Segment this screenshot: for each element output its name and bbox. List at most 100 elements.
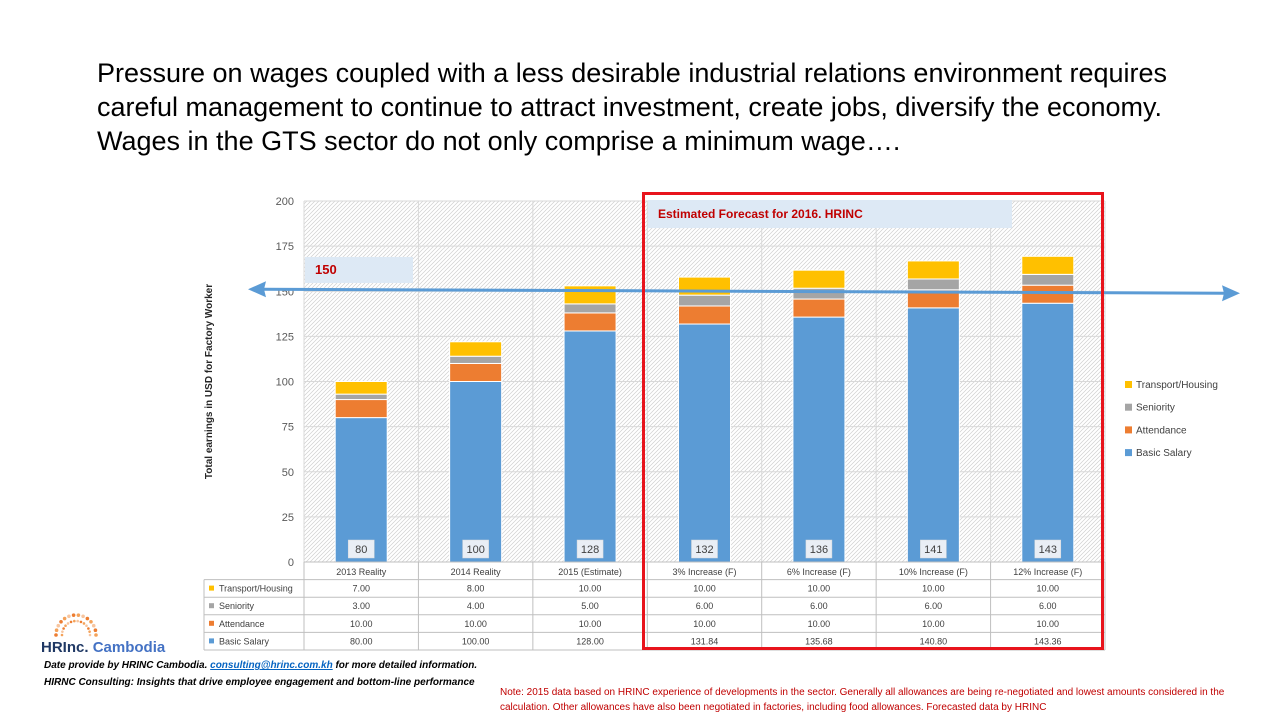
bar-segment <box>449 381 503 563</box>
legend-label: Attendance <box>1136 425 1187 436</box>
email-link[interactable]: consulting@hrinc.com.kh <box>210 660 333 671</box>
x-tick-label: 2015 (Estimate) <box>558 567 622 577</box>
logo-text: HRInc. Cambodia <box>41 639 165 656</box>
x-tick-label: 10% Increase (F) <box>899 567 968 577</box>
forecast-label: Estimated Forecast for 2016. HRINC <box>648 200 1012 228</box>
table-row-header: Seniority <box>219 601 255 611</box>
logo-dot <box>88 630 91 633</box>
table-cell: 8.00 <box>467 584 485 594</box>
page-title: Pressure on wages coupled with a less de… <box>97 58 1168 156</box>
logo-dot <box>60 633 64 637</box>
x-tick-label: 6% Increase (F) <box>787 567 851 577</box>
table-cell: 6.00 <box>925 601 943 611</box>
logo-dot <box>62 616 67 621</box>
data-label: 132 <box>695 544 713 556</box>
y-tick-label: 25 <box>282 512 294 524</box>
bar-segment <box>563 330 617 563</box>
footnote: Note: 2015 data based on HRINC experienc… <box>500 687 1225 713</box>
logo-dot <box>88 633 92 637</box>
logo-dot <box>56 623 61 628</box>
table-cell: 4.00 <box>467 601 485 611</box>
table-cell: 10.00 <box>922 584 945 594</box>
logo-dot <box>73 619 76 623</box>
logo-dot <box>69 620 73 624</box>
bar-segment <box>906 260 960 280</box>
y-tick-label: 50 <box>282 467 294 479</box>
y-tick-label: 175 <box>276 241 294 253</box>
bar-segment <box>334 393 388 401</box>
logo-dot <box>61 630 64 633</box>
table-cell: 131.84 <box>691 636 719 646</box>
x-tick-label: 2014 Reality <box>451 567 502 577</box>
legend-key <box>1125 426 1132 434</box>
logo-dot <box>93 628 98 633</box>
table-cell: 3.00 <box>352 601 370 611</box>
footer-contact: Date provide by HRINC Cambodia. consulti… <box>44 660 477 671</box>
bar-segment <box>1021 255 1075 275</box>
bar-segment <box>678 323 731 563</box>
logo-dot <box>87 627 90 630</box>
bar-segment <box>449 362 503 383</box>
table-cell: 80.00 <box>350 636 373 646</box>
table-row-header: Basic Salary <box>219 636 270 646</box>
logo-dot <box>59 619 63 624</box>
data-label: 128 <box>581 544 599 556</box>
bar-segment <box>334 399 388 419</box>
table-legend-key <box>209 638 214 644</box>
legend-key <box>1125 381 1132 388</box>
data-label-box <box>805 539 833 559</box>
reference-line-label: 150 <box>305 257 413 283</box>
logo-brand: HRInc. <box>41 639 89 656</box>
logo-dot <box>79 620 83 624</box>
table-cell: 7.00 <box>352 584 370 594</box>
data-label-box <box>576 539 604 559</box>
logo-dot <box>82 622 86 625</box>
forecast-highlight-box <box>642 192 1104 650</box>
table-cell: 10.00 <box>693 619 716 629</box>
y-tick-label: 200 <box>276 196 294 208</box>
reference-arrow-left <box>248 281 266 298</box>
table-cell: 128.00 <box>576 636 604 646</box>
table-cell: 10.00 <box>350 619 373 629</box>
table-cell: 10.00 <box>808 619 831 629</box>
table-cell: 6.00 <box>1039 601 1057 611</box>
legend-label: Basic Salary <box>1136 448 1192 459</box>
reference-line <box>261 287 1227 295</box>
logo-dot <box>85 616 90 621</box>
footer-suffix: for more detailed information. <box>332 660 478 671</box>
logo-dot <box>85 624 88 628</box>
table-legend-key <box>209 620 214 626</box>
data-label: 143 <box>1039 544 1057 556</box>
logo-dot <box>76 613 81 617</box>
table-cell: 10.00 <box>579 584 602 594</box>
table-cell: 140.80 <box>920 636 948 646</box>
logo-dot <box>71 613 76 617</box>
logo-dot <box>91 623 96 628</box>
table-cell: 5.00 <box>581 601 599 611</box>
bar-segment <box>563 312 617 332</box>
hrinc-logo <box>54 613 98 637</box>
table-cell: 10.00 <box>693 584 716 594</box>
table-row-header: Transport/Housing <box>219 584 293 594</box>
logo-sub: Cambodia <box>92 639 166 656</box>
x-tick-label: 3% Increase (F) <box>672 567 736 577</box>
data-label-box <box>691 539 718 559</box>
legend-key <box>1125 449 1132 457</box>
bar-segment <box>449 355 503 364</box>
y-axis-label: Total earnings in USD for Factory Worker <box>204 284 215 479</box>
footer-tagline: HIRNC Consulting: Insights that drive em… <box>44 677 475 688</box>
x-tick-label: 2013 Reality <box>336 567 387 577</box>
data-label-box <box>462 539 489 559</box>
bar-segment <box>449 341 503 357</box>
table-cell: 10.00 <box>579 619 602 629</box>
data-label: 136 <box>810 544 828 556</box>
data-label: 141 <box>924 544 942 556</box>
bar-segment <box>906 307 960 563</box>
logo-dot <box>76 619 79 623</box>
table-cell: 6.00 <box>810 601 828 611</box>
y-tick-label: 100 <box>276 377 294 389</box>
data-label: 100 <box>466 544 484 556</box>
logo-dot <box>67 614 71 619</box>
table-legend-key <box>209 603 214 609</box>
